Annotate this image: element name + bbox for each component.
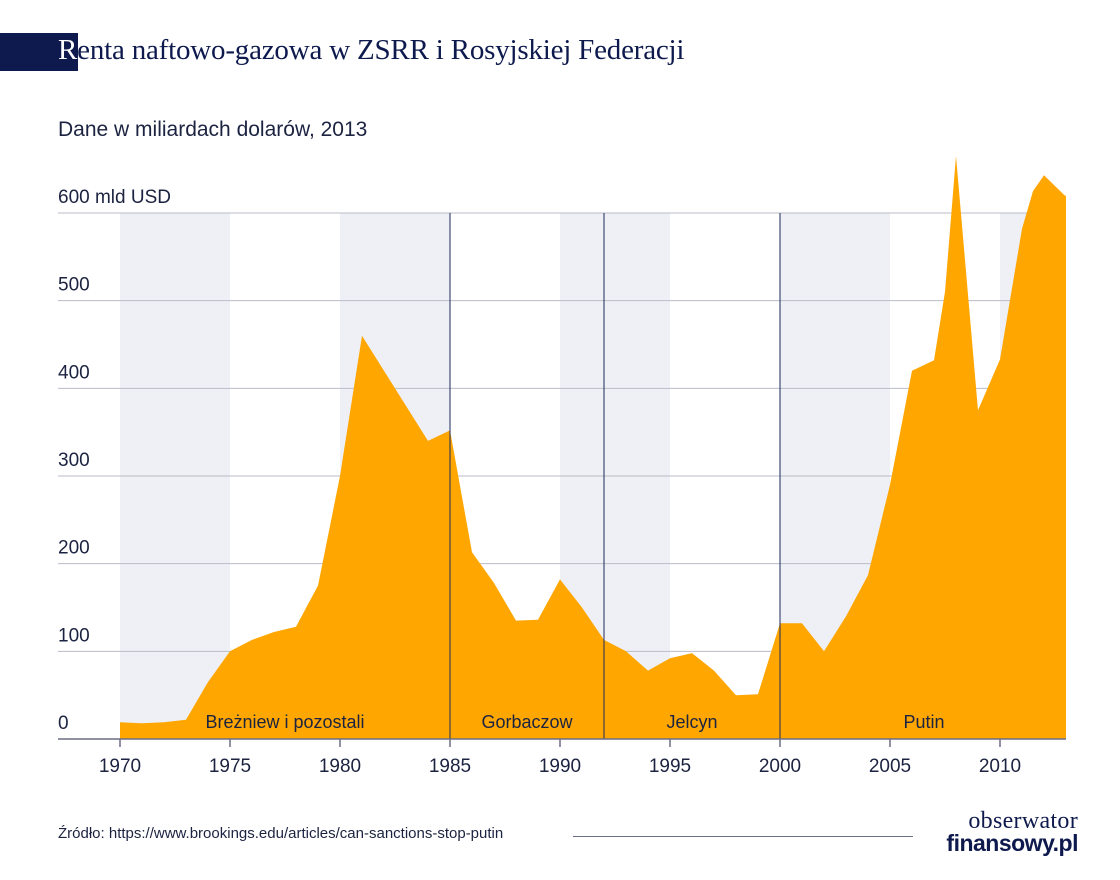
- title-accent-bar: [0, 33, 78, 71]
- title-text: enta naftowo-gazowa w ZSRR i Rosyjskiej …: [77, 34, 685, 66]
- era-dividers: [449, 213, 781, 739]
- x-tick-label-1980: 1980: [319, 756, 361, 777]
- y-tick-label-100: 100: [58, 625, 90, 646]
- title-first-letter: R: [58, 34, 78, 66]
- y-tick-label-0: 0: [58, 713, 69, 734]
- y-tick-label-300: 300: [58, 450, 90, 471]
- y-tick-label-400: 400: [58, 362, 90, 383]
- x-tick-label-2005: 2005: [869, 756, 911, 777]
- x-tick-label-1995: 1995: [649, 756, 691, 777]
- y-tick-label-500: 500: [58, 275, 90, 296]
- era-label-2: Jelcyn: [666, 712, 717, 732]
- x-axis: 1970 1975 1980 1985 1990 1995 2000 2005 2010: [58, 738, 1066, 777]
- y-tick-label-600: 600 mld USD: [58, 187, 171, 208]
- era-label-1: Gorbaczow: [481, 712, 573, 732]
- y-tick-label-200: 200: [58, 538, 90, 559]
- page-title: Renta naftowo-gazowa w ZSRR i Rosyjskiej…: [58, 34, 684, 67]
- x-tick-label-1975: 1975: [209, 756, 251, 777]
- x-tick-label-1985: 1985: [429, 756, 471, 777]
- x-tick-label-1970: 1970: [99, 756, 141, 777]
- x-tick-label-2010: 2010: [979, 756, 1021, 777]
- area-series-0: [120, 156, 1066, 739]
- source-divider-line: [573, 836, 913, 837]
- source-note: Źródło: https://www.brookings.edu/articl…: [58, 825, 504, 842]
- x-tick-label-2000: 2000: [759, 756, 801, 777]
- publisher-logo: obserwator finansowy.pl: [928, 808, 1078, 856]
- chart-subtitle: Dane w miliardach dolarów, 2013: [58, 118, 368, 141]
- area-series: [120, 156, 1066, 739]
- y-axis-labels: 0 100 200 300 400 500 600 mld USD: [58, 187, 171, 734]
- era-label-3: Putin: [903, 712, 944, 732]
- era-labels: Breżniew i pozostali Gorbaczow Jelcyn Putin: [205, 712, 944, 732]
- logo-line-1: obserwator: [968, 808, 1078, 834]
- logo-line-2: finansowy.pl: [946, 830, 1078, 856]
- era-label-0: Breżniew i pozostali: [205, 712, 364, 732]
- x-tick-label-1990: 1990: [539, 756, 581, 777]
